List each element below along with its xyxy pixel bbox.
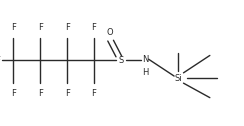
Text: S: S (118, 56, 123, 65)
Text: F: F (65, 23, 70, 32)
Text: F: F (92, 23, 96, 32)
Text: F: F (11, 23, 16, 32)
Text: Si: Si (174, 74, 182, 83)
Text: F: F (38, 23, 43, 32)
Text: F: F (92, 89, 96, 98)
Text: F: F (65, 89, 70, 98)
Text: N: N (142, 55, 148, 64)
Text: F: F (38, 89, 43, 98)
Text: F: F (11, 89, 16, 98)
Text: H: H (142, 68, 148, 77)
Text: O: O (106, 28, 113, 37)
